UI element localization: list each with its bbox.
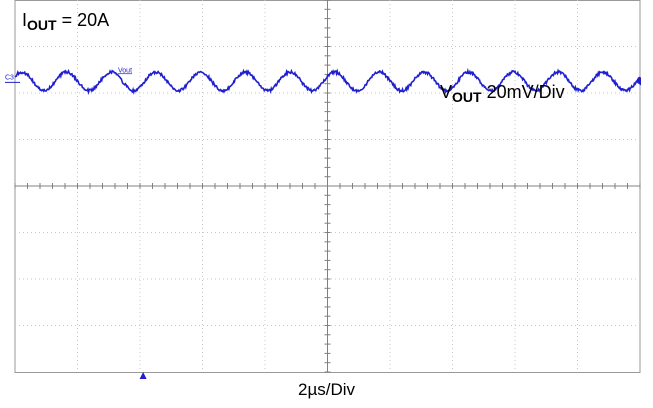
trigger-position-marker: [140, 372, 147, 379]
iout-label: IOUT = 20A: [22, 10, 109, 33]
trace-label: Vout: [118, 67, 132, 74]
channel-marker-label: C3: [5, 74, 14, 81]
time-scale-label: 2µs/Div: [0, 380, 653, 400]
scope-markers: C3 Vout: [5, 67, 641, 379]
vout-scale-label: VOUT 20mV/Div: [440, 82, 565, 105]
graticule: [15, 0, 640, 373]
